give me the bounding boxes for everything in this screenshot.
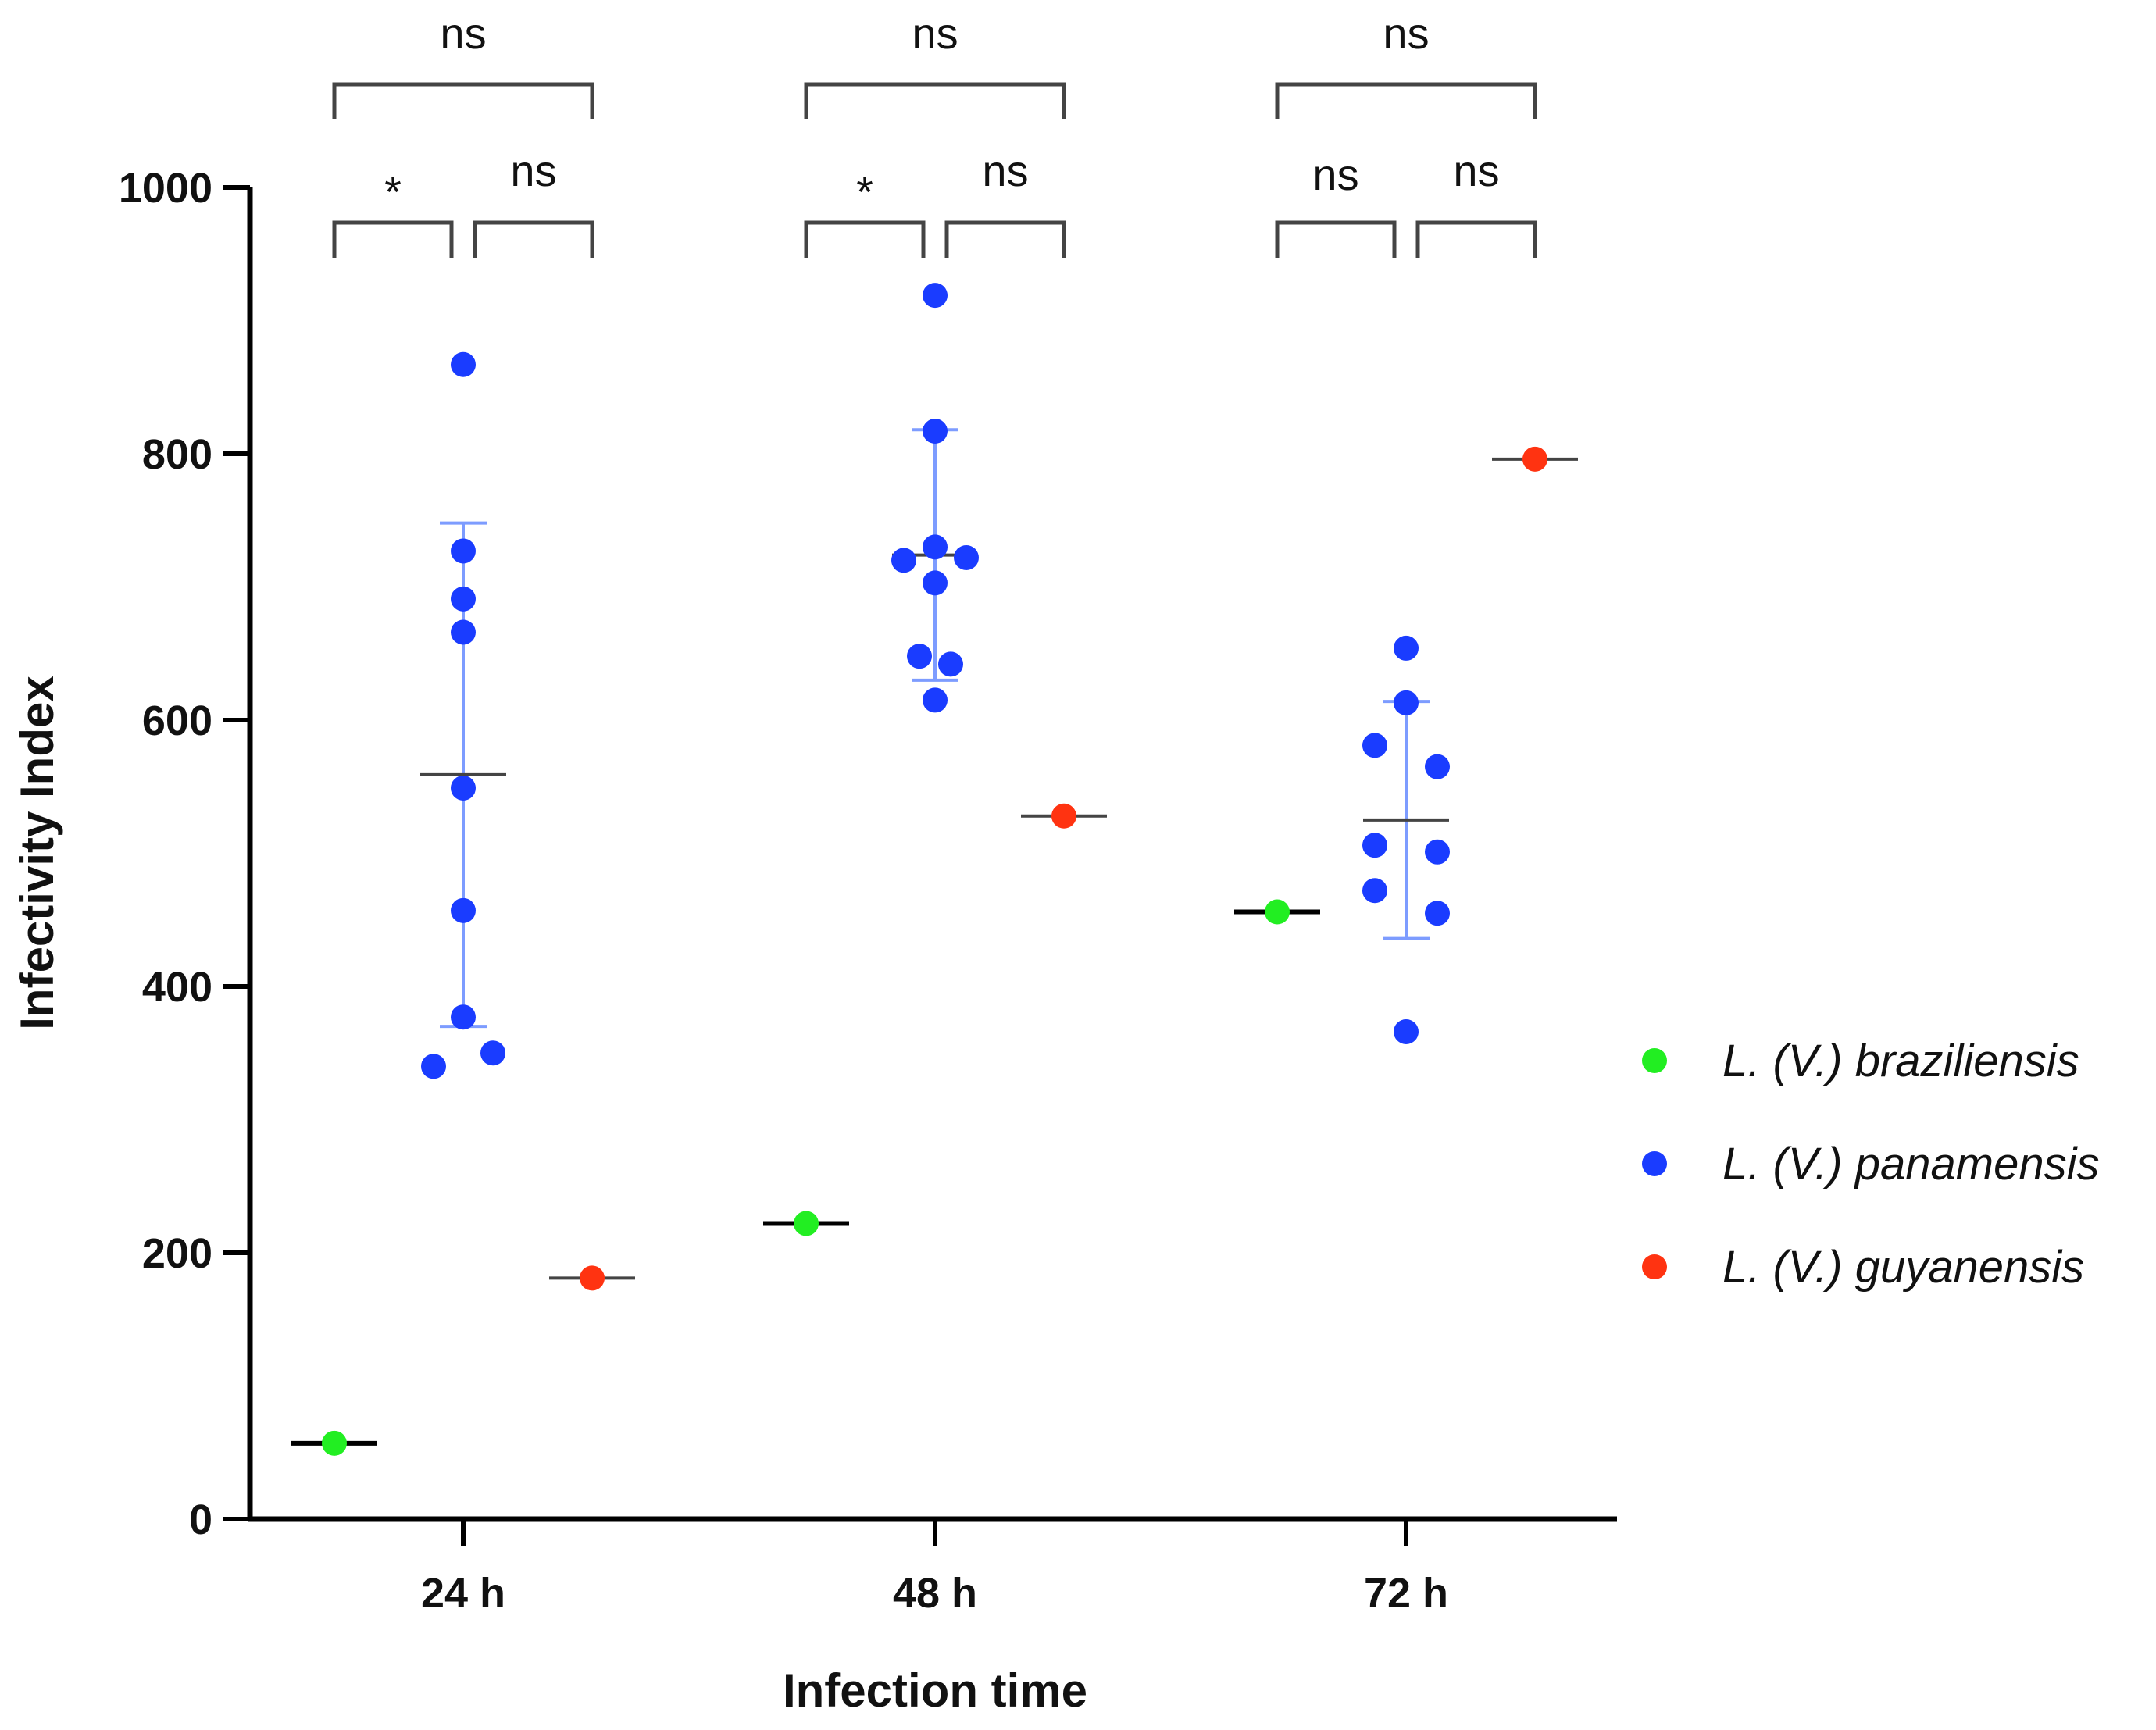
data-point-1-1-8 — [923, 687, 948, 713]
legend-label-1: L. (V.) panamensis — [1722, 1139, 2099, 1190]
significance-label: ns — [440, 9, 486, 58]
x-tick-label: 48 h — [893, 1570, 977, 1617]
legend-marker-1 — [1642, 1151, 1667, 1176]
data-point-1-2-5 — [1425, 839, 1450, 865]
significance-label: ns — [1383, 9, 1429, 58]
significance-label: * — [384, 167, 402, 216]
legend-label-0: L. (V.) braziliensis — [1722, 1036, 2079, 1086]
data-point-1-1-0 — [923, 283, 948, 309]
data-point-1-1-4 — [891, 548, 916, 573]
bracket-left — [804, 220, 926, 258]
significance-label: ns — [982, 146, 1028, 195]
data-point-1-0-2 — [451, 586, 476, 612]
data-point-1-2-3 — [1425, 754, 1450, 779]
significance-label: * — [856, 167, 873, 216]
y-tick-label: 400 — [142, 964, 212, 1011]
data-point-1-1-5 — [923, 570, 948, 596]
legend-label-2: L. (V.) guyanensis — [1722, 1242, 2084, 1293]
data-point-1-2-2 — [1362, 733, 1387, 758]
data-point-1-1-6 — [907, 644, 932, 669]
data-point-1-0-4 — [451, 775, 476, 801]
data-point-1-2-6 — [1362, 878, 1387, 904]
data-point-1-2-8 — [1394, 1018, 1419, 1044]
bracket-outer — [332, 82, 594, 119]
data-point-1-0-7 — [480, 1040, 505, 1066]
data-point-1-1-1 — [923, 419, 948, 444]
bracket-right — [1415, 220, 1537, 258]
data-point-1-2-1 — [1394, 690, 1419, 715]
data-point-1-1-2 — [923, 534, 948, 560]
data-point-2-0-0 — [580, 1265, 605, 1291]
significance-label: ns — [1312, 150, 1358, 199]
significance-brackets: ns * ns ns * ns ns ns ns — [332, 9, 1537, 258]
axes: 0 200 400 600 800 1000 24 h 48 h 72 h Infection t… — [11, 165, 1617, 1717]
y-tick-label: 600 — [142, 697, 212, 744]
data-point-0-2-0 — [1265, 899, 1290, 925]
x-tick-label: 24 h — [421, 1570, 505, 1617]
data-point-1-2-7 — [1425, 901, 1450, 926]
legend-marker-2 — [1642, 1254, 1667, 1279]
legend: L. (V.) braziliensis L. (V.) panamensis L.… — [1642, 1036, 2099, 1293]
y-tick-label: 0 — [189, 1496, 212, 1543]
y-tick-label: 800 — [142, 431, 212, 478]
significance-label: ns — [510, 146, 556, 195]
data-point-2-2-0 — [1522, 446, 1547, 472]
y-axis-title: Infectivity Index — [11, 676, 63, 1029]
bracket-left — [332, 220, 454, 258]
x-tick-label: 72 h — [1364, 1570, 1448, 1617]
data-point-1-1-7 — [938, 651, 963, 677]
data-points — [322, 283, 1547, 1456]
data-point-0-0-0 — [322, 1430, 347, 1456]
y-tick-label: 1000 — [119, 165, 212, 212]
bracket-left — [1275, 220, 1397, 258]
y-tick-label: 200 — [142, 1230, 212, 1277]
data-point-1-0-3 — [451, 619, 476, 645]
data-point-1-0-1 — [451, 538, 476, 564]
data-point-1-0-6 — [451, 1004, 476, 1030]
bracket-right — [473, 220, 594, 258]
data-point-1-1-3 — [954, 544, 979, 570]
bracket-outer — [804, 82, 1066, 119]
data-point-0-1-0 — [794, 1211, 819, 1236]
data-point-1-2-4 — [1362, 833, 1387, 858]
bracket-right — [944, 220, 1066, 258]
significance-label: ns — [1453, 146, 1499, 195]
legend-marker-0 — [1642, 1048, 1667, 1073]
data-point-1-0-0 — [451, 351, 476, 377]
bracket-outer — [1275, 82, 1537, 119]
data-point-1-0-5 — [451, 897, 476, 923]
data-point-1-2-0 — [1394, 635, 1419, 661]
data-point-2-1-0 — [1051, 803, 1076, 829]
x-axis-title: Infection time — [783, 1664, 1087, 1717]
significance-label: ns — [912, 9, 958, 58]
data-point-1-0-8 — [421, 1054, 446, 1079]
